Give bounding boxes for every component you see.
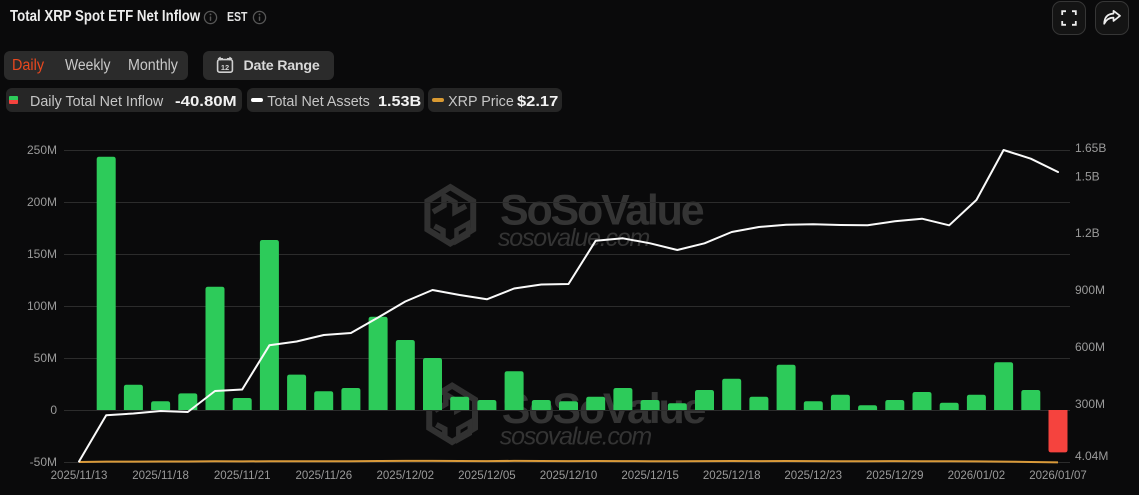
svg-text:2025/12/15: 2025/12/15 [621, 470, 679, 482]
svg-text:12: 12 [221, 63, 229, 72]
svg-text:0: 0 [50, 403, 57, 417]
svg-text:200M: 200M [27, 195, 57, 209]
svg-text:300M: 300M [1075, 397, 1105, 411]
svg-text:50M: 50M [34, 351, 57, 365]
svg-text:2025/11/21: 2025/11/21 [214, 470, 271, 482]
svg-text:1.5B: 1.5B [1075, 170, 1100, 184]
svg-text:2025/12/02: 2025/12/02 [377, 470, 435, 482]
svg-text:SoSoValue: SoSoValue [500, 187, 704, 235]
svg-text:sosovalue.com: sosovalue.com [500, 423, 652, 451]
svg-text:2025/11/18: 2025/11/18 [132, 470, 189, 482]
svg-text:-50M: -50M [30, 455, 57, 469]
svg-text:150M: 150M [27, 247, 57, 261]
svg-text:1.2B: 1.2B [1075, 226, 1100, 240]
svg-text:100M: 100M [27, 299, 57, 313]
svg-text:250M: 250M [27, 143, 57, 157]
svg-text:2025/12/23: 2025/12/23 [784, 470, 842, 482]
svg-text:2026/01/02: 2026/01/02 [948, 470, 1006, 482]
svg-text:2025/11/13: 2025/11/13 [51, 470, 108, 482]
svg-text:2025/12/29: 2025/12/29 [866, 470, 924, 482]
svg-text:2025/12/05: 2025/12/05 [458, 470, 516, 482]
svg-text:2025/12/10: 2025/12/10 [540, 470, 598, 482]
svg-text:900M: 900M [1075, 283, 1105, 297]
svg-text:2025/11/26: 2025/11/26 [295, 470, 352, 482]
svg-text:2026/01/07: 2026/01/07 [1029, 470, 1087, 482]
svg-text:1.65B: 1.65B [1075, 141, 1106, 155]
svg-text:2025/12/18: 2025/12/18 [703, 470, 761, 482]
svg-text:600M: 600M [1075, 340, 1105, 354]
svg-text:4.04M: 4.04M [1075, 449, 1108, 463]
